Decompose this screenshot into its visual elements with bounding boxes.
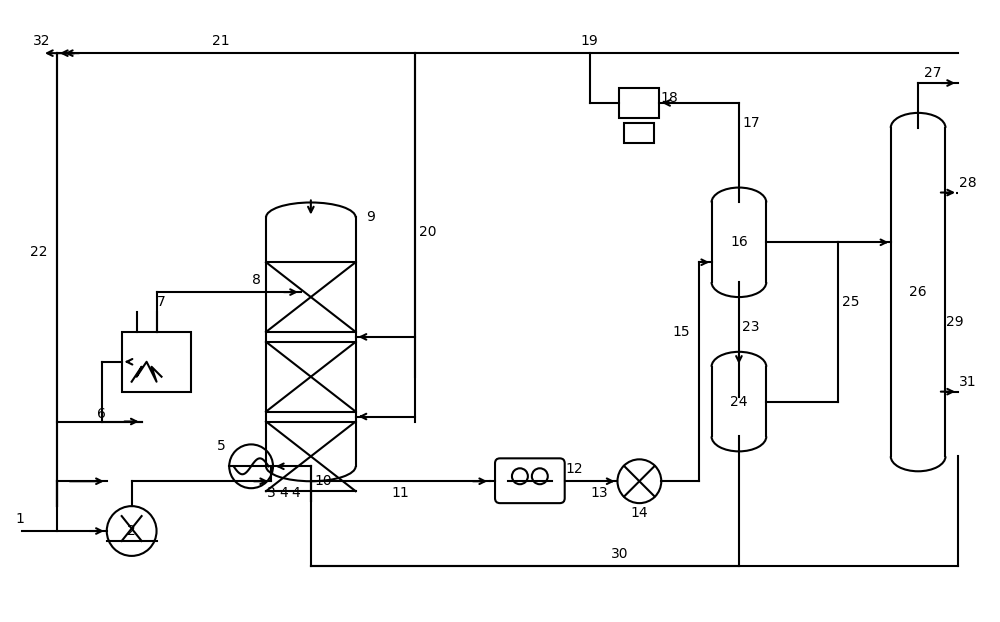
Text: 12: 12 [566, 462, 583, 476]
Text: 16: 16 [730, 235, 748, 249]
Text: 13: 13 [591, 486, 608, 500]
Text: 3: 3 [267, 486, 275, 500]
Text: 7: 7 [157, 295, 166, 309]
Text: 21: 21 [212, 34, 230, 49]
Text: 2: 2 [127, 524, 136, 538]
Text: 28: 28 [959, 175, 977, 190]
Text: 26: 26 [909, 285, 927, 299]
Text: 5: 5 [217, 439, 226, 453]
Text: 11: 11 [392, 486, 409, 500]
Text: 24: 24 [730, 394, 748, 409]
Text: 31: 31 [959, 374, 977, 389]
Text: 19: 19 [581, 34, 598, 49]
Text: 14: 14 [631, 506, 648, 520]
Text: 30: 30 [611, 547, 628, 561]
Text: 10: 10 [314, 474, 332, 488]
Text: 4: 4 [292, 486, 300, 500]
Text: 15: 15 [672, 325, 690, 339]
Text: 1: 1 [16, 512, 25, 526]
Text: 29: 29 [946, 315, 964, 329]
Text: 22: 22 [30, 245, 48, 259]
Text: 6: 6 [97, 407, 106, 420]
Text: 18: 18 [660, 91, 678, 105]
Text: 4: 4 [280, 486, 288, 500]
Text: 32: 32 [33, 34, 51, 49]
Text: 25: 25 [842, 295, 859, 309]
Text: 20: 20 [419, 225, 436, 239]
Text: 9: 9 [366, 210, 375, 225]
Text: 27: 27 [924, 66, 942, 80]
Text: 17: 17 [742, 116, 760, 130]
Text: 8: 8 [252, 273, 261, 287]
Text: 23: 23 [742, 320, 760, 334]
